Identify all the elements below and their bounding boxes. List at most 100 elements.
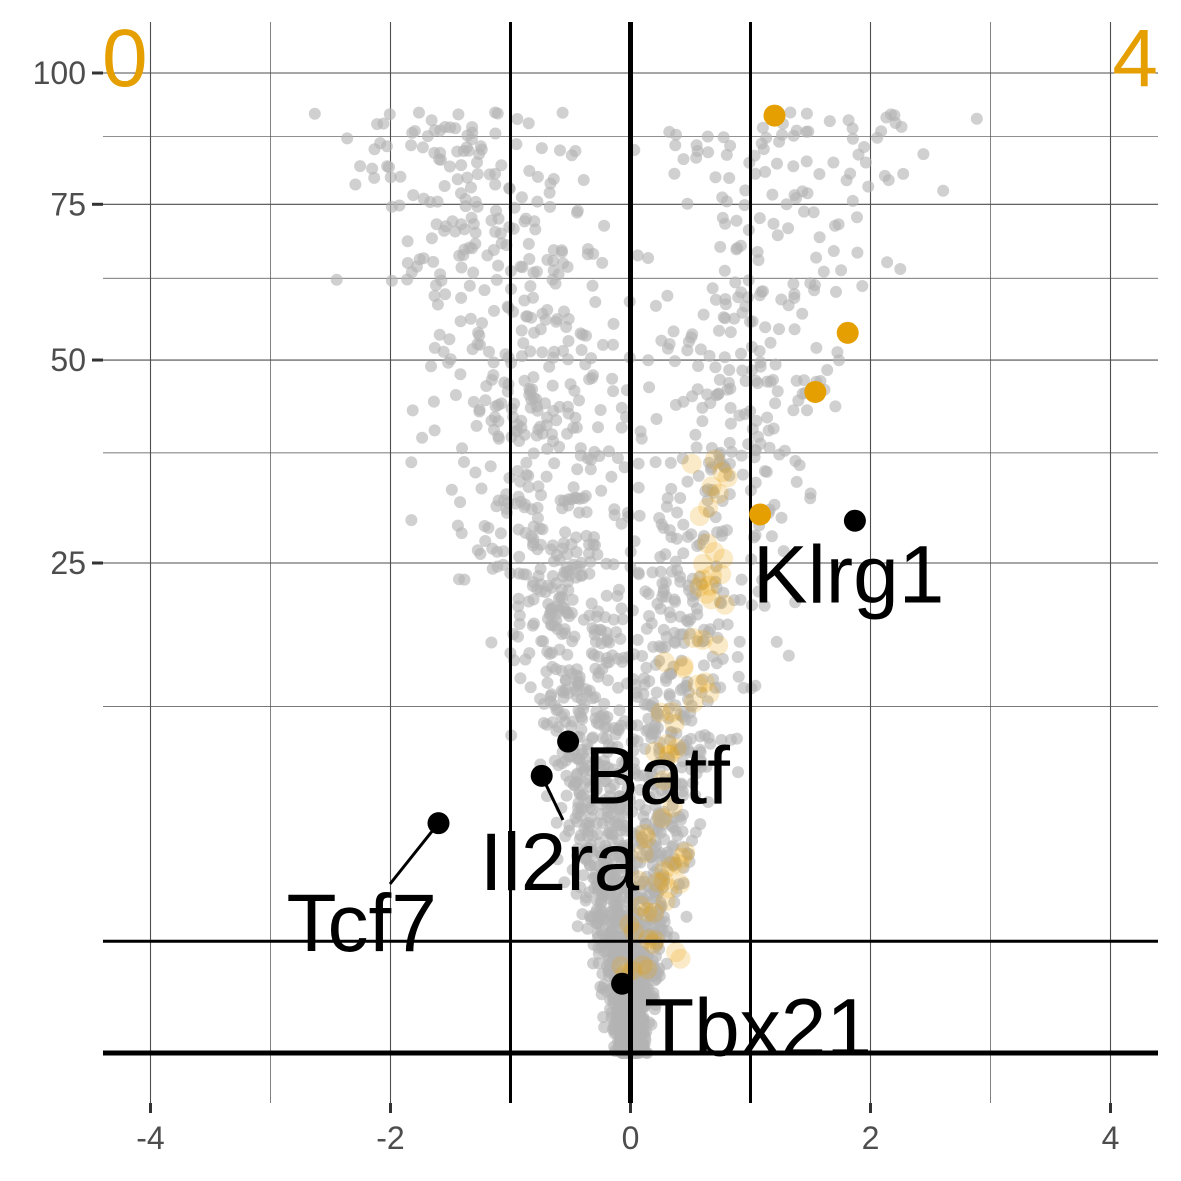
background-point: [540, 470, 553, 483]
background-point: [660, 930, 673, 943]
background-point: [597, 338, 609, 351]
background-point: [595, 484, 608, 497]
background-point: [598, 697, 611, 710]
background-point: [689, 588, 702, 600]
background-point: [724, 326, 737, 339]
background-point: [632, 907, 645, 920]
background-point: [612, 842, 625, 855]
background-point: [571, 920, 584, 933]
background-point: [733, 409, 746, 422]
faint-highlight-point: [714, 594, 735, 615]
background-point: [421, 130, 434, 143]
background-point: [502, 351, 515, 364]
background-point: [606, 372, 619, 385]
background-point: [523, 253, 536, 265]
background-point: [754, 437, 767, 450]
corner-count-right: 4: [1112, 13, 1158, 104]
background-point: [607, 613, 620, 626]
background-point: [686, 777, 699, 789]
background-point: [616, 613, 629, 626]
background-point: [897, 167, 910, 180]
background-point: [471, 200, 484, 213]
background-point: [570, 571, 582, 584]
background-point: [461, 171, 474, 184]
background-point: [680, 910, 693, 923]
background-point: [798, 374, 810, 387]
background-point: [829, 400, 842, 413]
background-point: [759, 321, 772, 334]
background-point: [608, 509, 621, 522]
background-point: [451, 145, 464, 158]
background-point: [769, 358, 782, 371]
faint-highlight-point: [701, 476, 722, 497]
background-point: [586, 731, 599, 744]
background-point: [763, 441, 776, 454]
faint-highlight-point: [645, 741, 665, 762]
background-point: [425, 114, 438, 127]
background-point: [489, 178, 502, 191]
background-point: [742, 274, 755, 287]
background-point: [524, 681, 537, 694]
x-tick-label: -4: [136, 1120, 164, 1156]
background-point: [813, 231, 826, 244]
background-point: [384, 171, 397, 184]
background-point: [769, 397, 782, 410]
background-point: [732, 291, 745, 304]
background-point: [665, 565, 678, 578]
background-point: [724, 139, 737, 152]
background-point: [385, 274, 398, 287]
background-point: [632, 566, 645, 579]
background-point: [731, 242, 744, 254]
background-point: [675, 654, 688, 667]
background-point: [732, 670, 745, 683]
background-point: [670, 532, 683, 545]
background-point: [513, 550, 526, 563]
background-point: [442, 356, 455, 369]
faint-highlight-point: [652, 808, 673, 828]
background-point: [575, 761, 588, 774]
background-point: [691, 383, 704, 396]
background-point: [568, 630, 581, 643]
background-point: [425, 360, 437, 373]
background-point: [487, 369, 500, 382]
background-point: [715, 734, 728, 746]
background-point: [594, 623, 606, 636]
background-point: [716, 652, 729, 665]
background-point: [488, 304, 500, 317]
background-point: [437, 345, 450, 358]
background-point: [631, 856, 644, 869]
background-point: [446, 215, 459, 228]
background-point: [514, 260, 527, 273]
background-point: [522, 117, 535, 130]
background-point: [709, 575, 722, 588]
background-point: [531, 501, 544, 514]
background-point: [458, 573, 471, 586]
background-point: [449, 389, 462, 401]
background-point: [443, 333, 456, 346]
background-point: [555, 664, 568, 677]
background-point: [788, 189, 801, 202]
background-point: [528, 617, 540, 630]
background-point: [515, 421, 528, 434]
background-point: [544, 695, 557, 708]
labeled-gene-points: [427, 509, 866, 995]
background-point: [567, 481, 580, 494]
background-point: [800, 107, 813, 120]
background-point: [531, 195, 544, 208]
background-point: [615, 876, 628, 888]
background-point: [787, 277, 800, 290]
background-point: [736, 468, 749, 481]
background-point: [707, 673, 720, 686]
background-point: [554, 144, 566, 157]
background-point: [405, 139, 418, 152]
background-point: [405, 514, 418, 527]
background-point: [765, 530, 778, 543]
background-point: [677, 547, 690, 560]
background-point: [544, 177, 557, 190]
background-point: [401, 257, 414, 269]
background-point: [693, 538, 706, 551]
background-point: [709, 171, 722, 184]
background-point: [590, 784, 603, 797]
background-point: [775, 511, 788, 524]
background-point: [668, 896, 681, 909]
